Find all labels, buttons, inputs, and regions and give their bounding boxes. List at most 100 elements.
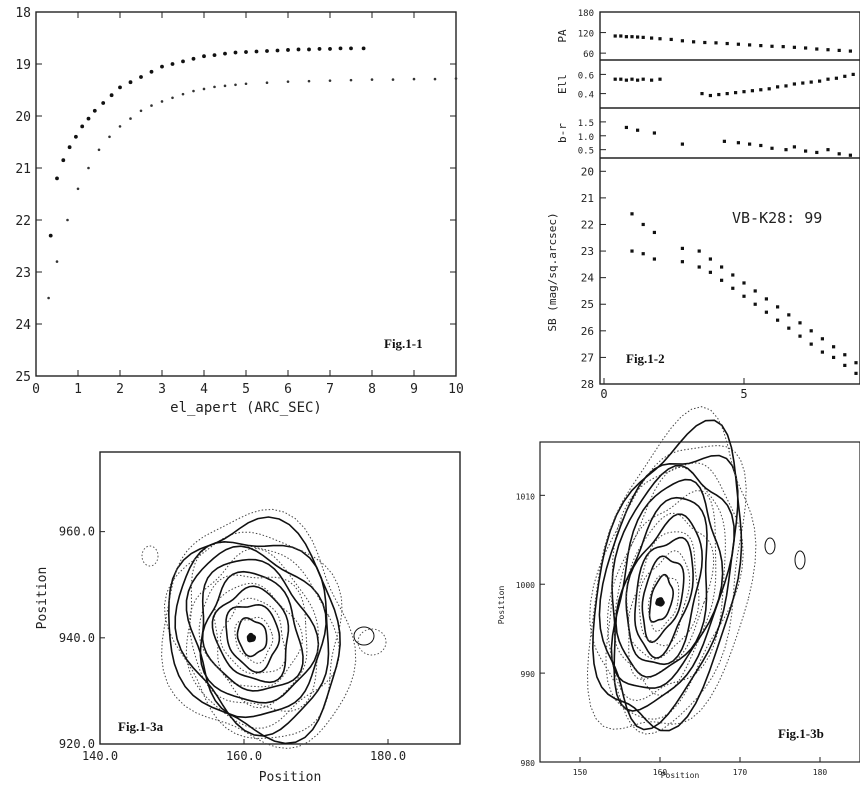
y-tick-label: 24 — [15, 318, 31, 333]
data-point — [630, 77, 634, 81]
chart-marks: 140.0 160.0 180.0 920.0 940.0 960.0 — [59, 508, 406, 763]
data-point — [202, 54, 206, 59]
contour-solid — [598, 454, 739, 731]
panel-ylabel-ell: Ell — [556, 74, 569, 94]
data-point — [818, 79, 822, 83]
data-point — [770, 146, 774, 150]
data-point — [680, 39, 684, 43]
x-tick-label: 8 — [368, 382, 376, 397]
data-point — [792, 82, 796, 86]
data-point — [753, 302, 757, 306]
data-point — [792, 145, 796, 149]
figure-label: Fig.1-2 — [626, 351, 665, 366]
x-tick-label: 2 — [116, 382, 124, 397]
y-tick-label: 23 — [581, 245, 594, 258]
data-point — [619, 77, 623, 81]
data-point — [832, 355, 836, 360]
data-point — [619, 34, 623, 38]
y-tick-label: 920.0 — [59, 737, 95, 751]
data-point — [650, 36, 654, 40]
data-point — [370, 78, 374, 81]
data-point — [801, 81, 805, 85]
y-tick-label: 27 — [581, 351, 594, 364]
contour-dotted — [185, 541, 340, 729]
contour-dotted — [605, 462, 744, 720]
y-tick-label: 28 — [581, 378, 594, 391]
data-point — [630, 249, 634, 253]
plot-frame — [99, 451, 461, 745]
data-point — [759, 44, 763, 48]
data-point — [328, 79, 332, 82]
y-ticks: 18 19 20 21 22 23 24 25 — [15, 6, 456, 385]
data-point — [412, 77, 416, 81]
x-tick-label: 160 — [653, 768, 668, 777]
data-point — [837, 152, 841, 156]
data-point — [804, 46, 808, 50]
data-point — [658, 77, 662, 81]
data-point — [680, 142, 684, 146]
y-tick-label: 960.0 — [59, 525, 95, 539]
data-point — [74, 134, 78, 139]
contour-minor — [141, 545, 159, 567]
chart-marks: 180 120 60 0.6 0.4 1.5 1.0 0.5 20 21 22 23 24 25 26 27 2… — [578, 9, 858, 401]
x-tick-label: 1 — [74, 382, 82, 397]
y-tick-label: 19 — [15, 58, 31, 73]
contour-solid — [615, 496, 708, 678]
y-tick-label: 25 — [15, 370, 31, 385]
data-point — [652, 131, 656, 135]
data-point — [753, 289, 757, 293]
x-tick-label: 160.0 — [226, 749, 262, 763]
data-point — [708, 270, 712, 274]
data-point — [652, 230, 656, 235]
data-point — [129, 117, 132, 120]
data-point — [87, 166, 90, 170]
y-tick-label: 180 — [578, 9, 594, 19]
y-tick-label: 23 — [15, 266, 31, 281]
plot-frame — [599, 11, 860, 385]
data-point — [244, 82, 248, 86]
data-point — [275, 48, 280, 53]
data-point — [265, 49, 269, 53]
data-point — [118, 85, 122, 90]
plot-frame — [35, 11, 457, 377]
data-point — [624, 35, 628, 39]
data-point — [641, 222, 645, 227]
y-tick-label: 21 — [15, 162, 31, 177]
x-tick-label: 5 — [740, 387, 747, 401]
data-point — [97, 148, 101, 152]
data-point — [624, 125, 628, 130]
y-axis-label: Position — [497, 586, 506, 625]
contour-solid — [625, 513, 704, 666]
panel-ylabel-sb: SB (mag/sq.arcsec) — [546, 212, 559, 331]
data-point — [759, 88, 763, 92]
x-tick-label: 6 — [284, 382, 292, 397]
data-point — [748, 43, 752, 47]
y-tick-label: 24 — [581, 272, 595, 285]
data-point — [254, 49, 259, 54]
data-point — [149, 69, 154, 74]
data-point — [720, 265, 724, 269]
data-point — [692, 40, 696, 44]
y-tick-label: 940.0 — [59, 631, 95, 645]
contour-dotted — [625, 512, 715, 681]
data-point — [67, 145, 72, 150]
data-point — [181, 59, 185, 64]
contour-solid — [648, 573, 675, 623]
data-point — [286, 80, 290, 83]
data-point — [792, 45, 796, 49]
x-tick-label: 0 — [32, 382, 40, 397]
y-tick-label: 22 — [15, 214, 31, 229]
data-point — [244, 50, 248, 54]
x-tick-label: 9 — [410, 382, 418, 397]
data-point — [48, 233, 53, 238]
contour-dotted — [638, 550, 691, 647]
series-sparse — [47, 77, 458, 300]
contour-solid — [199, 558, 320, 704]
data-point — [213, 85, 216, 89]
x-tick-label: 180.0 — [370, 749, 406, 763]
data-point — [717, 92, 721, 97]
data-point — [150, 104, 153, 107]
data-point — [854, 371, 858, 375]
